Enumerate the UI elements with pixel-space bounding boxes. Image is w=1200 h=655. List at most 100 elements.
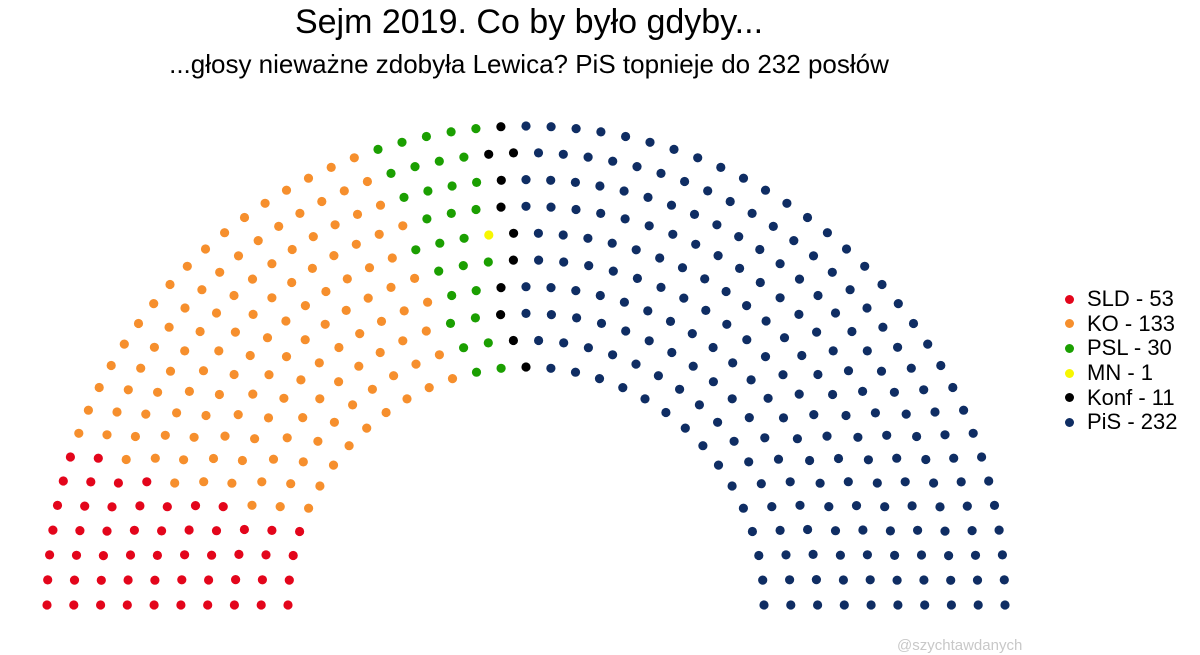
seat-ko	[287, 244, 297, 255]
seat-pis	[521, 282, 531, 292]
seat-pis	[860, 261, 870, 271]
seat-pis	[862, 346, 872, 356]
seat-ko	[201, 410, 211, 421]
seat-pis	[760, 185, 771, 195]
seat-ko	[381, 407, 391, 418]
seat-pis	[632, 273, 643, 283]
seat-pis	[583, 152, 593, 162]
seat-sld	[283, 600, 293, 610]
seat-pis	[892, 453, 902, 463]
seat-ko	[402, 394, 412, 404]
seat-pis	[689, 209, 700, 219]
seat-pis	[669, 144, 679, 154]
seat-pis	[667, 347, 677, 358]
seat-pis	[794, 389, 804, 399]
seat-pis	[940, 430, 950, 440]
seat-pis	[584, 261, 594, 271]
seat-ko	[253, 236, 263, 246]
seat-pis	[778, 370, 788, 380]
seat-sld	[180, 550, 190, 560]
seat-pis	[688, 361, 698, 371]
seat-pis	[802, 212, 813, 223]
seat-psl	[471, 204, 481, 215]
seat-ko	[247, 274, 258, 284]
seat-sld	[190, 501, 201, 511]
seat-pis	[533, 228, 544, 238]
seat-ko	[184, 386, 194, 396]
seat-sld	[149, 600, 159, 610]
seat-ko	[434, 350, 444, 360]
seat-pis	[728, 358, 738, 368]
seat-konf	[496, 122, 506, 132]
seat-sld	[69, 600, 79, 610]
seat-ko	[136, 363, 146, 373]
seat-pis	[755, 244, 765, 255]
seat-ko	[307, 263, 317, 273]
seat-psl	[435, 238, 445, 248]
seat-ko	[363, 293, 373, 303]
seat-ko	[214, 346, 224, 356]
seat-psl	[471, 124, 481, 134]
seat-pis	[677, 263, 688, 273]
seat-ko	[375, 347, 385, 358]
seat-sld	[69, 575, 80, 585]
seat-pis	[929, 478, 939, 488]
seat-pis	[729, 436, 739, 446]
seat-psl	[422, 214, 432, 224]
seat-sld	[48, 525, 58, 535]
seat-ko	[267, 293, 277, 303]
seat-pis	[755, 277, 765, 288]
seat-ko	[179, 455, 189, 465]
seat-pis	[746, 375, 756, 385]
seat-psl	[483, 338, 493, 348]
seat-pis	[901, 409, 911, 419]
seat-ko	[374, 229, 384, 239]
seat-pis	[656, 168, 666, 178]
seat-pis	[571, 286, 581, 296]
seat-sld	[211, 526, 222, 536]
seat-ko	[233, 251, 244, 261]
seat-ko	[447, 374, 458, 384]
seat-pis	[822, 228, 833, 238]
seat-sld	[123, 575, 133, 585]
seat-ko	[164, 322, 174, 332]
seat-pis	[913, 525, 923, 535]
seat-pis	[727, 394, 737, 404]
seat-pis	[645, 137, 655, 147]
seat-sld	[129, 525, 139, 535]
seat-pis	[632, 162, 642, 172]
seat-konf	[508, 255, 518, 265]
seat-pis	[803, 524, 813, 535]
seat-pis	[620, 214, 630, 224]
seat-pis	[797, 350, 807, 361]
seat-pis	[680, 176, 690, 187]
seat-pis	[621, 131, 631, 142]
seat-ko	[329, 251, 339, 261]
seat-pis	[775, 259, 785, 269]
seat-pis	[570, 177, 581, 187]
seat-ko	[94, 382, 104, 393]
seat-pis	[906, 363, 916, 373]
seat-sld	[176, 600, 186, 610]
seat-pis	[640, 394, 650, 404]
seat-pis	[785, 575, 795, 585]
credit-watermark: @szychtawdanych	[897, 637, 1023, 654]
seat-pis	[521, 201, 531, 211]
seat-pis	[675, 384, 685, 394]
seat-pis	[621, 326, 631, 336]
seat-sld	[96, 600, 106, 610]
seat-pis	[843, 477, 853, 487]
seat-ko	[281, 316, 291, 326]
seat-mn	[484, 230, 494, 240]
seat-ko	[334, 342, 344, 353]
seat-ko	[264, 370, 274, 380]
seat-pis	[959, 405, 969, 415]
seat-pis	[851, 501, 862, 511]
seat-pis	[763, 393, 773, 403]
seat-pis	[935, 502, 945, 512]
seat-pis	[713, 251, 723, 261]
seat-sld	[152, 550, 162, 561]
seat-ko	[215, 267, 225, 277]
seat-pis	[858, 525, 868, 535]
seat-pis	[862, 550, 873, 560]
